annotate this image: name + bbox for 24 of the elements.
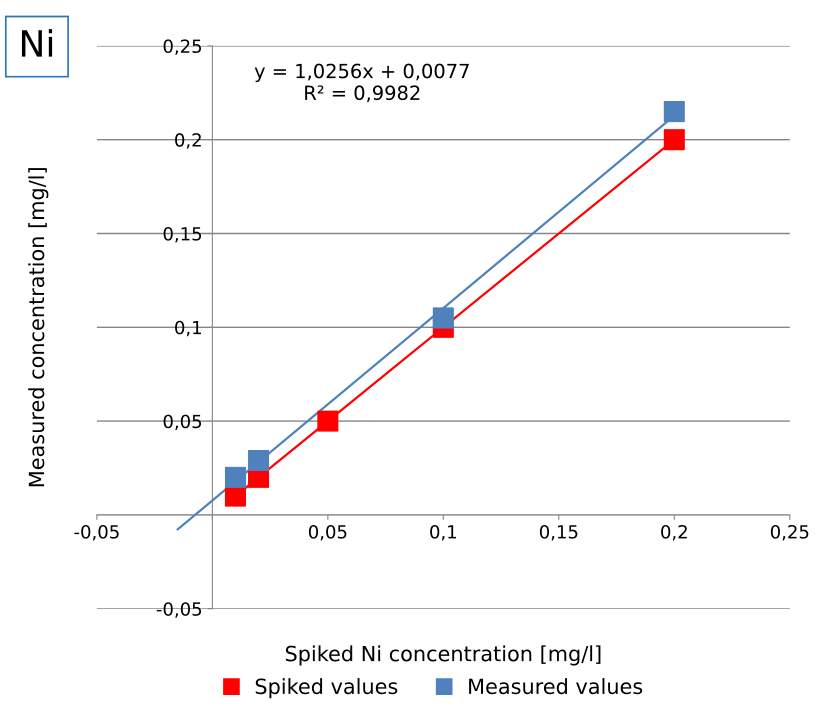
x-tick-label: 0,2 — [661, 524, 687, 540]
chart-title: Ni — [22, 29, 52, 57]
y-tick-label: -0,05 — [156, 602, 202, 618]
legend-label: Measured values — [469, 678, 642, 694]
x-tick-label: 0,05 — [308, 524, 346, 540]
point — [432, 307, 454, 328]
point — [664, 129, 685, 150]
x-tick-label: 0,1 — [430, 524, 456, 540]
y-tick-label: 0,15 — [164, 226, 202, 242]
point — [664, 101, 685, 122]
annotation: y = 1,0256x + 0,0077 R² = 0,9982 — [254, 64, 469, 102]
y-tick-label: 0,25 — [164, 39, 202, 55]
y-tick-label: 0,1 — [175, 320, 201, 336]
x-tick-label: 0,15 — [540, 524, 578, 540]
y-tick-label: 0,2 — [175, 133, 201, 149]
x-axis-title: Spiked Ni concentration [mg/l] — [286, 645, 600, 666]
y-tick-label: 0,05 — [164, 414, 202, 430]
legend-label: Spiked values — [256, 678, 398, 698]
point — [317, 410, 338, 432]
y-axis-title: Measured concentration [mg/l] — [28, 168, 48, 486]
point — [224, 466, 246, 488]
point — [248, 450, 270, 472]
x-tick-label: 0,25 — [770, 524, 808, 540]
x-tick-label: -0,05 — [74, 524, 119, 540]
